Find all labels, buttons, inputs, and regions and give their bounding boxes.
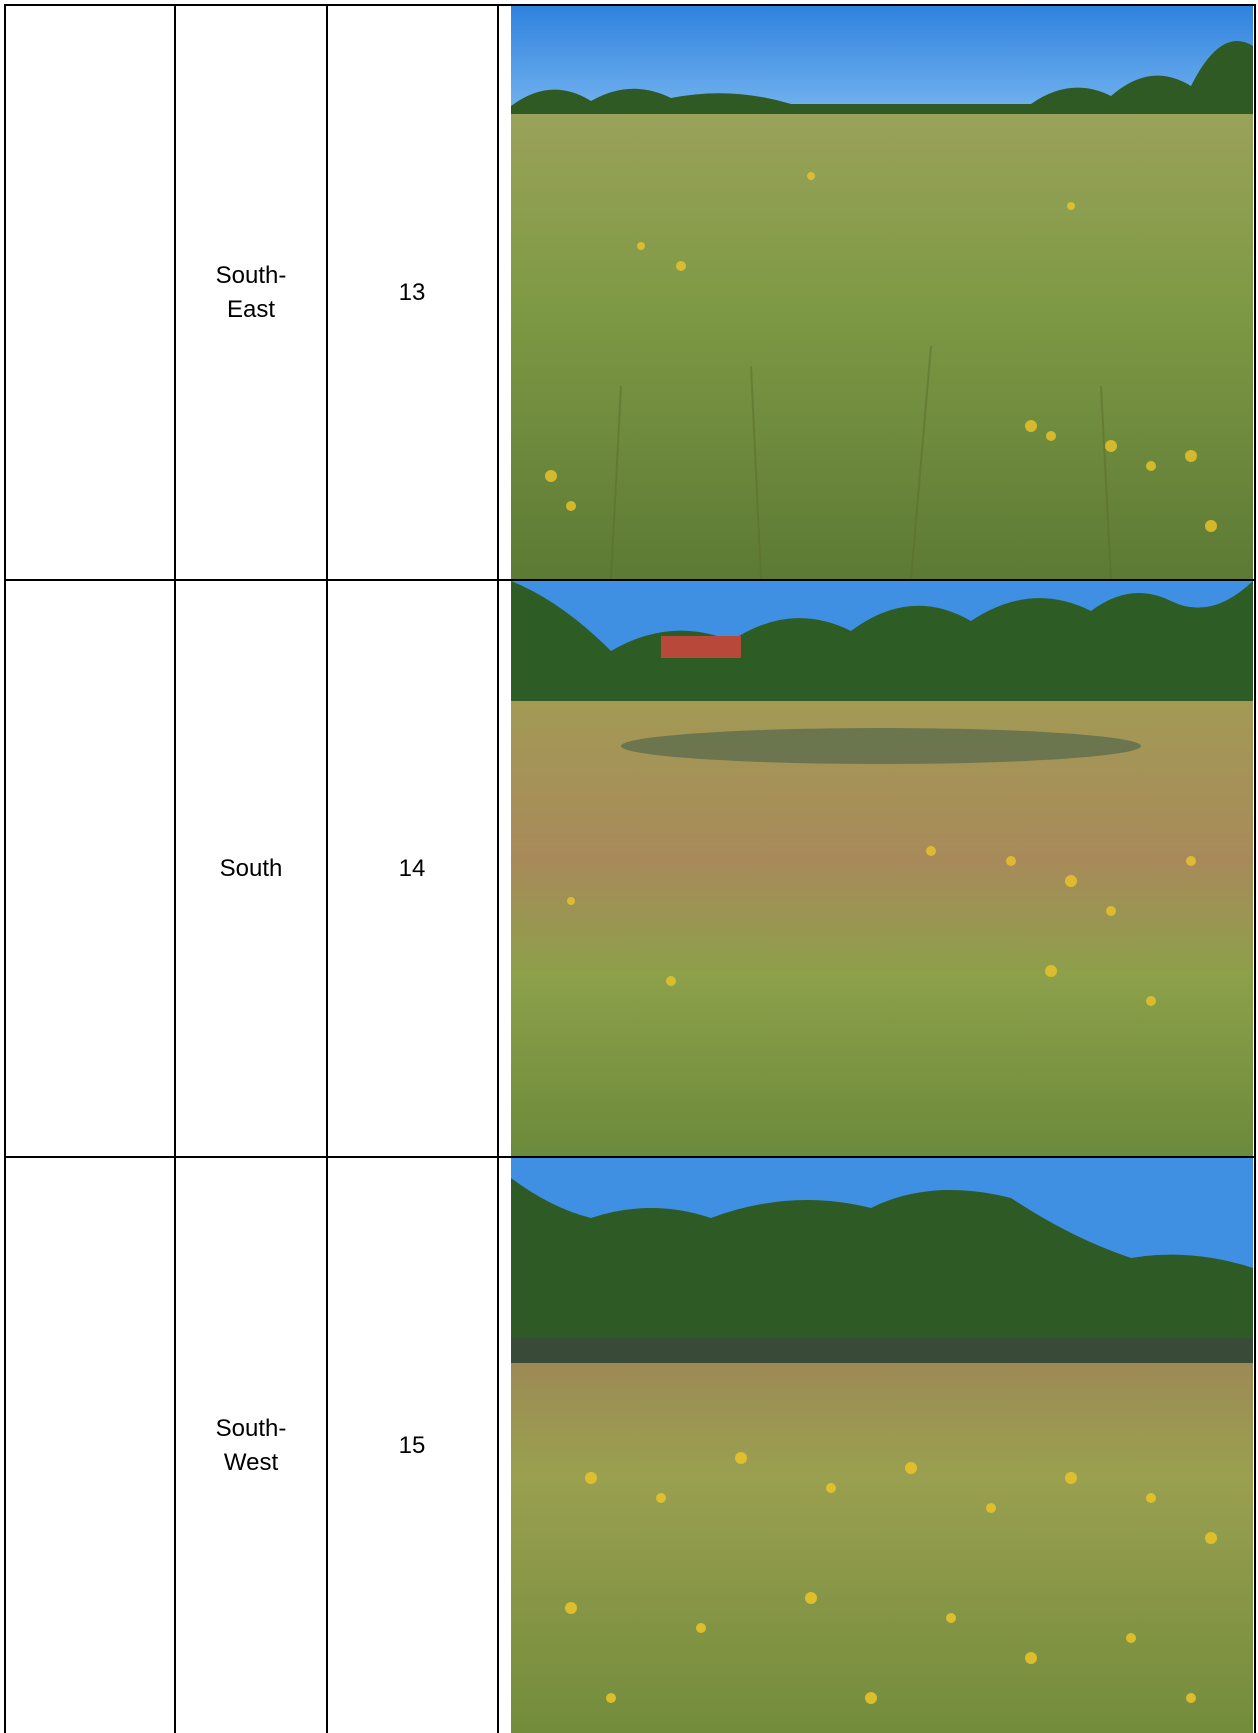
row-divider <box>4 579 1256 581</box>
wetland-yellow-flowers-photo <box>511 1158 1253 1733</box>
table-right-border <box>1254 4 1256 1733</box>
row-divider <box>4 1156 1256 1158</box>
table-left-border <box>4 4 6 1733</box>
direction-cell: South- West <box>215 1414 287 1476</box>
photo-number-cell: 14 <box>398 854 426 882</box>
direction-cell: South <box>219 854 283 882</box>
grassland-field-photo <box>511 6 1253 579</box>
column-divider <box>174 4 176 1733</box>
photo-number-cell: 15 <box>398 1431 426 1459</box>
photo-number-cell: 13 <box>398 278 426 306</box>
direction-cell: South- East <box>215 261 287 323</box>
table-top-border <box>4 4 1256 6</box>
column-divider <box>326 4 328 1733</box>
wetland-grass-trees-photo <box>511 581 1253 1156</box>
column-divider <box>497 4 499 1733</box>
